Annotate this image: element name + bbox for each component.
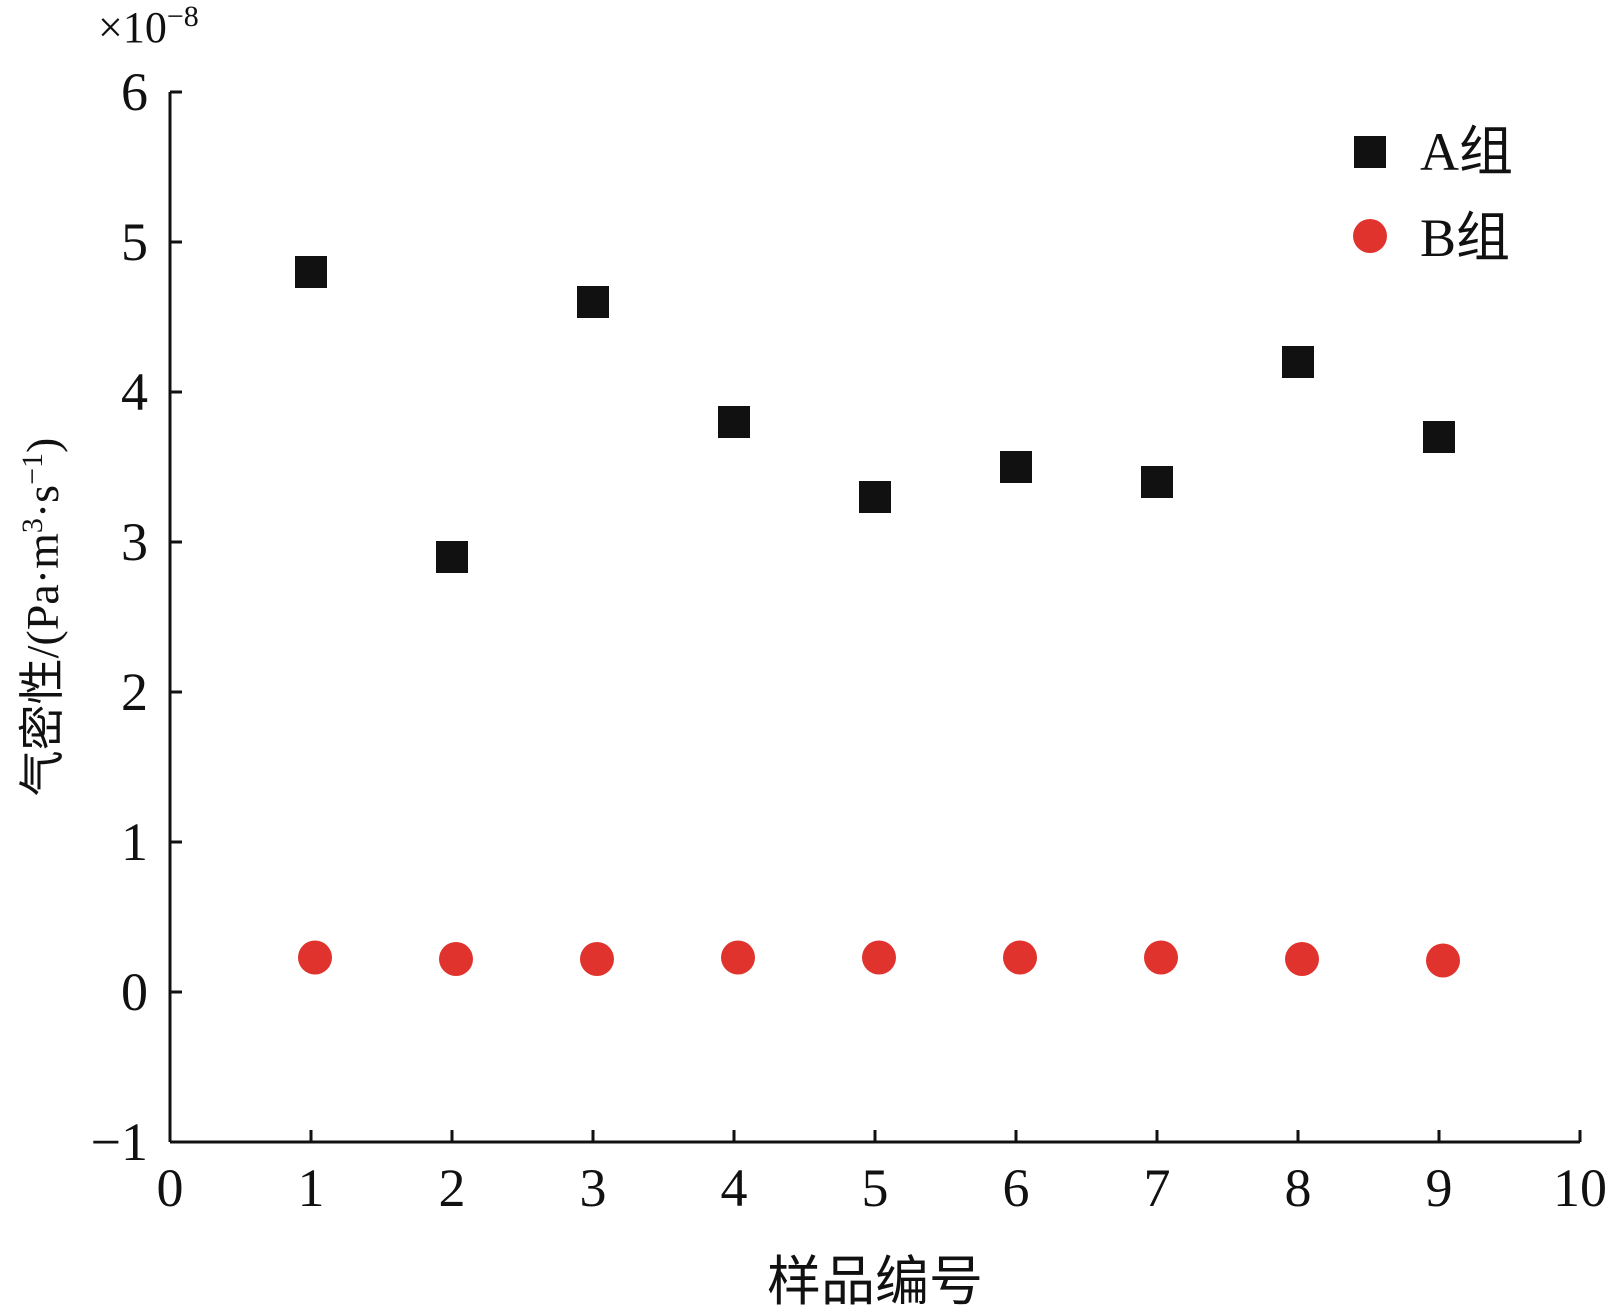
y-tick-label: 6 xyxy=(121,62,148,122)
x-tick-label: 6 xyxy=(1003,1158,1030,1218)
x-tick-label: 10 xyxy=(1553,1158,1607,1218)
y-tick-label: 4 xyxy=(121,362,148,422)
x-tick-label: 7 xyxy=(1144,1158,1171,1218)
series-a-point xyxy=(577,286,609,318)
y-tick-label: 3 xyxy=(121,512,148,572)
y-tick-label: 0 xyxy=(121,962,148,1022)
series-b-point xyxy=(439,942,473,976)
y-axis-label: 气密性/(Pa·m3·s−1) xyxy=(16,438,68,797)
y-multiplier-base: ×10 xyxy=(98,3,167,52)
y-axis-label-suffix: ) xyxy=(17,438,68,453)
x-tick-label: 5 xyxy=(862,1158,889,1218)
series-a-point xyxy=(1282,346,1314,378)
series-b-point xyxy=(580,942,614,976)
series-a-point xyxy=(718,406,750,438)
legend-label-a: A组 xyxy=(1420,122,1513,182)
y-axis-label-sup-1: 3 xyxy=(16,518,49,533)
series-b-point xyxy=(1426,943,1460,978)
x-tick-label: 0 xyxy=(157,1158,184,1218)
series-b-point xyxy=(721,940,755,975)
series-b-point xyxy=(298,940,332,975)
y-axis-label-sup-2: −1 xyxy=(16,453,49,485)
series-a-point xyxy=(436,541,468,573)
series-a-point xyxy=(1141,466,1173,498)
y-axis-label-prefix: 气密性/(Pa·m xyxy=(17,533,68,796)
x-tick-label: 8 xyxy=(1285,1158,1312,1218)
legend-label-b: B组 xyxy=(1420,208,1510,268)
series-b-point xyxy=(1144,940,1178,975)
y-tick-label: 2 xyxy=(121,662,148,722)
x-tick-label: 9 xyxy=(1426,1158,1453,1218)
x-tick-label: 4 xyxy=(721,1158,748,1218)
x-tick-label: 2 xyxy=(439,1158,466,1218)
series-b-point xyxy=(1003,940,1037,975)
y-tick-label: −1 xyxy=(91,1112,148,1172)
series-a-point xyxy=(295,256,327,288)
data-points xyxy=(295,256,1460,978)
series-a-point xyxy=(859,481,891,513)
legend-marker-a xyxy=(1354,136,1386,168)
series-b-point xyxy=(1285,942,1319,976)
y-multiplier-exponent: −8 xyxy=(167,0,199,33)
series-a-point xyxy=(1423,421,1455,453)
x-tick-label: 1 xyxy=(298,1158,325,1218)
y-multiplier-label: ×10−8 xyxy=(98,0,199,52)
legend: A组 B组 xyxy=(1353,122,1513,268)
y-axis-label-mid: ·s xyxy=(17,485,68,518)
legend-marker-b xyxy=(1353,219,1387,253)
series-a-point xyxy=(1000,451,1032,483)
y-tick-label: 1 xyxy=(121,812,148,872)
x-axis-label: 样品编号 xyxy=(767,1252,983,1312)
x-tick-label: 3 xyxy=(580,1158,607,1218)
series-b-point xyxy=(862,940,896,975)
y-tick-label: 5 xyxy=(121,212,148,272)
